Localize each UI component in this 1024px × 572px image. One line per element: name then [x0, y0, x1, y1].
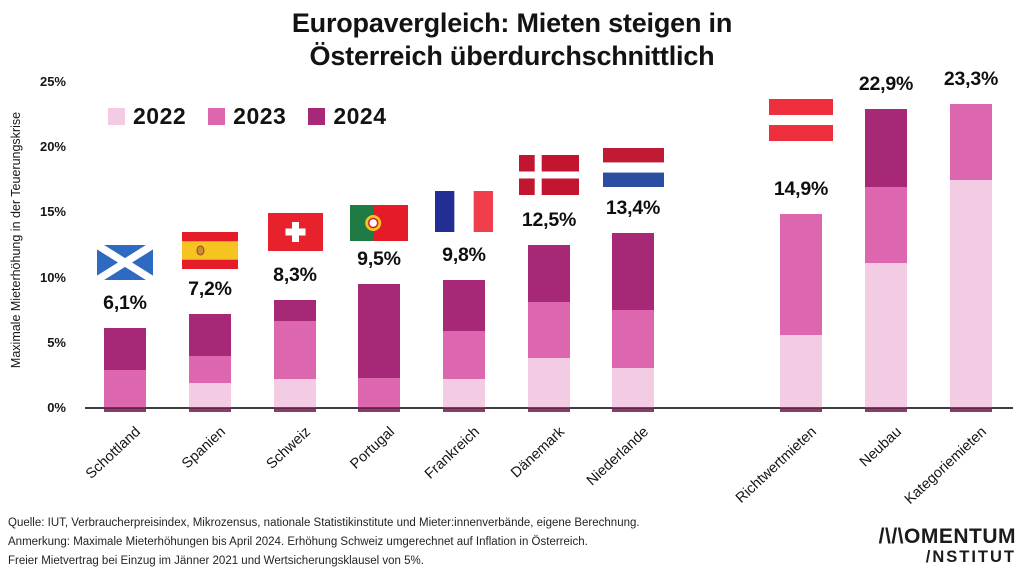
value-label-danemark: 12,5%	[521, 208, 577, 231]
bar-neubau-2024-segment	[865, 109, 907, 188]
value-label-portugal: 9,5%	[357, 248, 401, 271]
value-label-frankreich: 9,8%	[442, 244, 486, 267]
source-note-line1: Quelle: IUT, Verbraucherpreisindex, Mikr…	[8, 517, 640, 529]
austria-flag-icon	[769, 99, 833, 141]
flag-netherlands	[602, 148, 664, 187]
bar-portugal-2024-segment	[358, 284, 400, 378]
flag-portugal	[350, 205, 408, 241]
chart-title-line1: Europavergleich: Mieten steigen in	[291, 8, 733, 38]
bar-spanien-2024-segment	[189, 314, 231, 356]
y-tick-25: 25%	[39, 73, 66, 89]
bar-schweiz-2024-segment	[274, 299, 316, 321]
bar-spanien-2022-segment	[189, 383, 231, 408]
value-label-schweiz: 8,3%	[273, 263, 317, 286]
value-label-spanien: 7,2%	[188, 278, 232, 301]
flag-france	[435, 191, 493, 232]
chart-title-line2: Österreich überdurchschnittlich	[309, 41, 715, 71]
flag-austria	[769, 99, 833, 141]
bar-schottland-2023-segment	[104, 370, 146, 408]
legend-label-2022: 2022	[133, 103, 187, 129]
source-note: Quelle: IUT, Verbraucherpreisindex, Mikr…	[8, 514, 640, 571]
legend-label-2024: 2024	[333, 103, 387, 129]
bar-neubau-base-edge	[865, 407, 907, 412]
bar-schottland-2024-segment	[104, 328, 146, 371]
legend: 2022 2023 2024	[108, 103, 387, 130]
chart-title: Europavergleich: Mieten steigen in Öster…	[0, 7, 1024, 73]
legend-label-2023: 2023	[233, 103, 287, 129]
value-label-neubau: 22,9%	[858, 73, 914, 96]
y-tick-5: 5%	[47, 334, 66, 350]
flag-spain	[182, 232, 238, 269]
bar-schweiz-2022-segment	[274, 379, 316, 408]
momentum-institut-logo: /\/\OMENTUM /NSTITUT	[878, 525, 1016, 567]
legend-item-2022: 2022	[108, 103, 186, 130]
bar-schweiz-2023-segment	[274, 320, 316, 380]
value-label-kategoriemieten: 23,3%	[943, 67, 999, 90]
netherlands-flag-icon	[602, 148, 664, 187]
legend-swatch-2024	[308, 108, 326, 125]
denmark-flag-icon	[519, 155, 579, 195]
bar-richtwertmieten-base-edge	[780, 407, 822, 412]
switzerland-flag-icon	[267, 213, 323, 251]
bar-kategoriemieten-2022-segment	[950, 179, 992, 408]
portugal-flag-icon	[350, 205, 408, 241]
legend-item-2023: 2023	[208, 103, 286, 130]
bar-kategoriemieten-2023-segment	[950, 103, 992, 180]
bar-niederlande-2024-segment	[612, 233, 654, 311]
logo-wordmark-momentum: /\/\OMENTUM	[878, 525, 1016, 548]
bar-kategoriemieten-base-edge	[950, 407, 992, 412]
y-tick-20: 20%	[39, 139, 66, 154]
flag-switzerland	[267, 213, 323, 251]
y-tick-10: 10%	[39, 269, 66, 285]
bar-schottland-base-edge	[104, 407, 146, 412]
value-label-niederlande: 13,4%	[605, 197, 661, 220]
bar-niederlande-2023-segment	[612, 310, 654, 368]
bar-niederlande-base-edge	[612, 407, 654, 412]
bar-danemark-2023-segment	[528, 302, 570, 359]
value-label-richtwertmieten: 14,9%	[773, 177, 829, 200]
bar-portugal-base-edge	[358, 407, 400, 412]
y-tick-0: 0%	[47, 400, 66, 415]
bar-danemark-2022-segment	[528, 358, 570, 408]
bar-danemark-base-edge	[528, 407, 570, 412]
scotland-flag-icon	[95, 241, 155, 284]
flag-scotland	[95, 241, 155, 284]
logo-wordmark-institut: /NSTITUT	[925, 548, 1016, 566]
france-flag-icon	[435, 191, 493, 232]
bar-frankreich-2024-segment	[443, 280, 485, 331]
bar-portugal-2023-segment	[358, 377, 400, 408]
bar-niederlande-2022-segment	[612, 367, 654, 408]
bar-danemark-2024-segment	[528, 244, 570, 303]
bar-spanien-base-edge	[189, 407, 231, 412]
bar-neubau-2022-segment	[865, 263, 907, 408]
bar-richtwertmieten-2023-segment	[780, 213, 822, 335]
legend-item-2024: 2024	[308, 103, 386, 130]
spain-flag-icon	[182, 232, 238, 269]
bar-richtwertmieten-2022-segment	[780, 334, 822, 408]
flag-denmark	[519, 155, 579, 195]
bar-frankreich-base-edge	[443, 407, 485, 412]
y-tick-15: 15%	[39, 204, 66, 220]
bar-frankreich-2022-segment	[443, 379, 485, 408]
bar-frankreich-2023-segment	[443, 331, 485, 380]
legend-swatch-2022	[108, 108, 125, 125]
source-note-line2: Anmerkung: Maximale Mieterhöhungen bis A…	[8, 536, 588, 548]
legend-swatch-2023	[208, 108, 226, 125]
source-note-line3: Freier Mietvertrag bei Einzug im Jänner …	[8, 555, 424, 567]
bar-neubau-2023-segment	[865, 187, 907, 264]
bar-spanien-2023-segment	[189, 355, 231, 384]
bar-schweiz-base-edge	[274, 407, 316, 412]
value-label-schottland: 6,1%	[103, 292, 147, 315]
